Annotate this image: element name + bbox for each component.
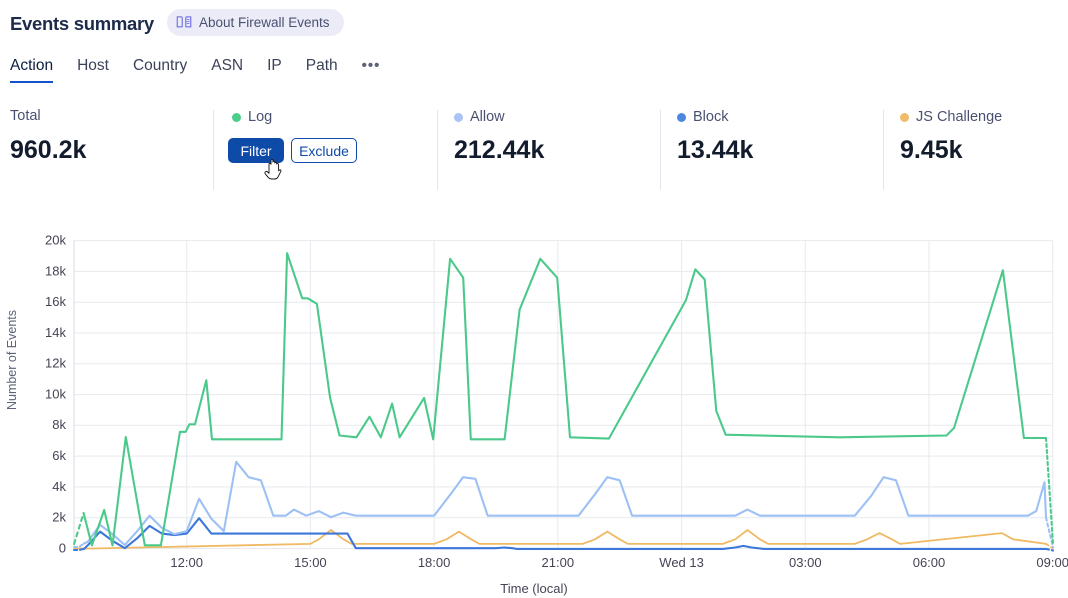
svg-text:21:00: 21:00 [542,555,575,570]
svg-text:10k: 10k [45,387,66,402]
svg-text:06:00: 06:00 [913,555,946,570]
svg-text:2k: 2k [52,510,66,525]
svg-text:16k: 16k [45,294,66,309]
svg-text:03:00: 03:00 [789,555,822,570]
svg-text:4k: 4k [52,479,66,494]
svg-text:20k: 20k [45,233,66,248]
svg-text:15:00: 15:00 [294,555,327,570]
svg-text:09:00: 09:00 [1036,555,1068,570]
svg-text:Wed 13: Wed 13 [659,555,704,570]
svg-text:18:00: 18:00 [418,555,451,570]
svg-text:0: 0 [59,540,66,555]
svg-text:6k: 6k [52,448,66,463]
svg-text:12:00: 12:00 [170,555,203,570]
svg-text:12k: 12k [45,356,66,371]
svg-text:18k: 18k [45,263,66,278]
svg-text:14k: 14k [45,325,66,340]
svg-text:8k: 8k [52,417,66,432]
